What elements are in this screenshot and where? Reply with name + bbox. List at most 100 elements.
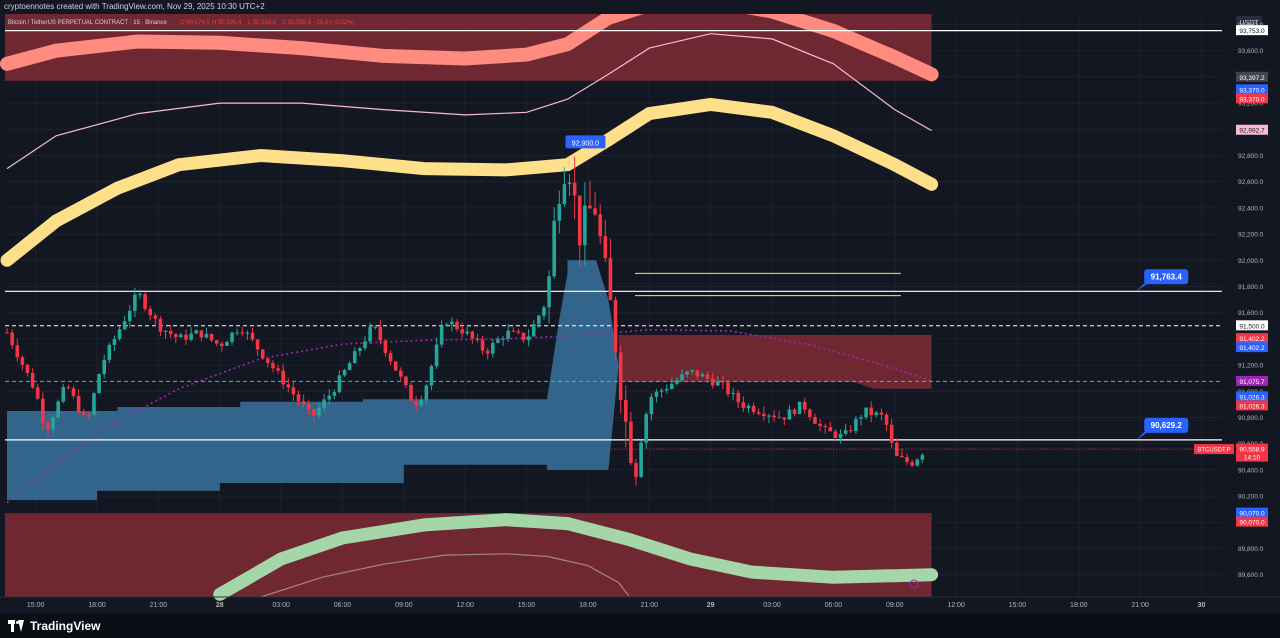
peak-price-label: 92,900.0 — [572, 140, 599, 147]
candle-body — [854, 418, 858, 431]
time-tick-label: 15:00 — [1009, 602, 1027, 609]
candle-body — [158, 318, 163, 332]
candle-body — [352, 351, 357, 364]
green-ribbon-line — [213, 513, 939, 601]
candle-body — [848, 430, 853, 432]
candle-body — [445, 324, 449, 326]
time-tick-label: 18:00 — [579, 602, 597, 609]
candle-body — [511, 330, 516, 332]
price-axis-label: 90,070.0 — [1239, 520, 1265, 527]
price-tick-label: 92,200.0 — [1238, 232, 1264, 239]
legend-high: H 90,595.4 — [212, 20, 242, 26]
legend-low: L 90,558.8 — [248, 20, 277, 26]
candle-body — [414, 401, 418, 406]
candle-body — [168, 330, 173, 335]
candle-body — [777, 417, 781, 419]
candle-body — [843, 430, 848, 434]
candle-body — [337, 375, 342, 393]
chart-settings[interactable] — [909, 579, 919, 589]
footer-bar: TradingView — [0, 614, 1280, 638]
callout-label: 90,629.2 — [1151, 421, 1183, 430]
upper-ribbon-line — [0, 0, 939, 82]
candle-body — [685, 371, 689, 375]
price-axis-label-box — [1236, 333, 1268, 344]
price-axis-label-box — [1236, 400, 1268, 411]
candle-body — [762, 413, 766, 417]
legend-symbol: Bitcoin / TetherUS PERPETUAL CONTRACT · … — [8, 20, 168, 26]
price-chart[interactable]: 92,900.0 91,763.4 90,629.2 USDT 93,800.09… — [0, 0, 1280, 614]
candle-body — [153, 315, 158, 319]
candle-body — [859, 417, 863, 419]
candle-body — [613, 299, 618, 353]
price-axis-label-box — [1236, 391, 1268, 402]
time-tick-label: 18:00 — [1070, 602, 1088, 609]
candle-body — [332, 392, 337, 396]
candle-body — [434, 344, 439, 367]
candle-body — [690, 370, 695, 372]
candle-body — [5, 332, 9, 334]
candle-body — [286, 384, 291, 388]
last-price-label: 90,558.9 — [1239, 447, 1265, 454]
time-axis[interactable]: 15:00 18:00 21:00 28 03:00 06:00 09:00 12:00 15:… — [0, 596, 1280, 609]
chart-caption-bar: cryptoennotes created with TradingView.c… — [0, 0, 1280, 14]
time-tick-label: 12:00 — [456, 602, 474, 609]
candle-body — [588, 205, 592, 209]
candle-body — [378, 326, 383, 341]
price-tick-label: 90,200.0 — [1238, 494, 1264, 501]
price-axis-label-box — [1236, 516, 1268, 527]
candle-body — [199, 330, 204, 338]
price-tick-label: 93,600.0 — [1238, 48, 1264, 55]
candle-body — [833, 431, 838, 438]
candle-body — [557, 203, 562, 221]
candle-body — [235, 332, 239, 334]
candle-body — [439, 325, 444, 345]
candle-body — [179, 334, 183, 338]
price-axis[interactable]: USDT 93,800.093,600.093,400.093,200.093,… — [1194, 14, 1280, 614]
candle-body — [347, 363, 352, 371]
price-callouts: 91,763.4 90,629.2 — [1136, 269, 1189, 440]
candle-body — [107, 344, 112, 360]
candle-body — [424, 385, 429, 400]
candle-body — [194, 330, 199, 334]
price-axis-label: 93,397.2 — [1239, 75, 1265, 82]
candle-body — [15, 345, 20, 358]
chart-caption: cryptoennotes created with TradingView.c… — [4, 2, 265, 11]
candle-body — [117, 329, 122, 339]
candle-body — [260, 349, 265, 359]
candle-body — [828, 427, 833, 432]
candle-body — [291, 387, 296, 395]
price-axis-label-box — [1236, 25, 1268, 36]
settings-gear-icon[interactable] — [909, 579, 919, 589]
time-tick-label: 28 — [216, 602, 224, 609]
price-tick-label: 92,800.0 — [1238, 153, 1264, 160]
candle-body — [700, 374, 705, 377]
price-axis-label: 93,370.0 — [1239, 96, 1265, 103]
candle-body — [409, 385, 413, 402]
candle-body — [393, 361, 398, 371]
candle-body — [751, 405, 756, 413]
candle-body — [879, 412, 884, 415]
tradingview-logo[interactable]: TradingView — [8, 619, 100, 633]
candle-body — [46, 422, 50, 430]
candle-body — [35, 387, 40, 399]
tradingview-logo-icon — [8, 620, 24, 632]
price-tick-label: 90,400.0 — [1238, 467, 1264, 474]
candle-body — [71, 388, 76, 397]
candle-body — [184, 334, 188, 340]
time-tick-label: 06:00 — [334, 602, 352, 609]
candle-body — [240, 332, 245, 334]
pink-mid-curve — [6, 33, 932, 170]
candle-body — [127, 310, 132, 322]
candle-body — [61, 387, 66, 402]
candle-body — [562, 184, 567, 204]
candle-body — [787, 409, 792, 420]
candle-body — [81, 412, 86, 415]
candle-body — [327, 395, 331, 400]
price-tick-label: 89,600.0 — [1238, 572, 1264, 579]
candle-body — [654, 391, 659, 397]
candle-body — [460, 329, 464, 334]
candle-body — [419, 399, 424, 406]
time-tick-label: 06:00 — [825, 602, 843, 609]
chart-frame[interactable]: 92,900.0 91,763.4 90,629.2 USDT 93,800.09… — [0, 0, 1280, 614]
candle-body — [894, 442, 899, 456]
